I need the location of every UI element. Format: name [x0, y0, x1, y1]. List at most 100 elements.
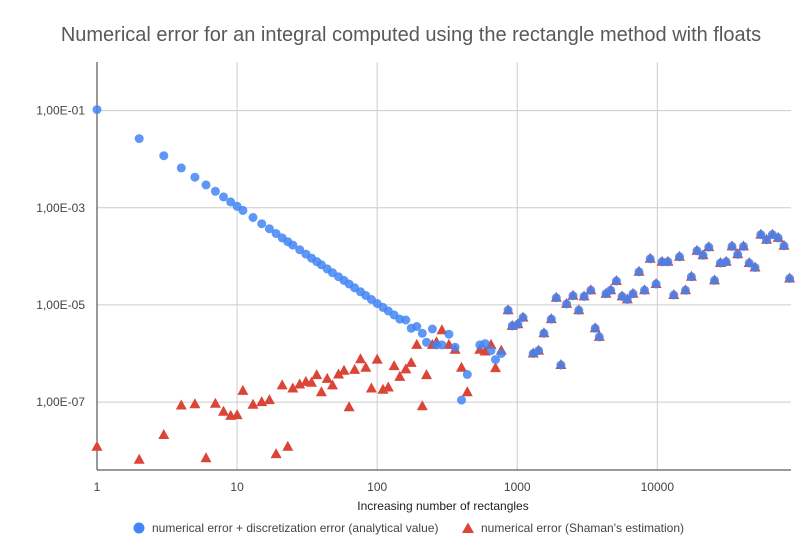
circle-point [513, 319, 523, 329]
grid-lines [97, 62, 791, 470]
circle-point [556, 360, 566, 370]
circle-point [417, 328, 427, 338]
chart-title: Numerical error for an integral computed… [61, 24, 761, 46]
triangle-point [209, 397, 221, 408]
triangle-point [247, 398, 259, 409]
circle-point [640, 285, 649, 295]
circle-point [422, 337, 431, 347]
triangle-point [400, 363, 412, 374]
circle-point [710, 275, 719, 285]
legend: numerical error + discretization error (… [133, 521, 684, 535]
circle-point [704, 242, 714, 252]
circle-point [176, 163, 186, 173]
axes [96, 62, 791, 471]
circle-point [503, 305, 513, 315]
triangle-point [321, 372, 333, 383]
x-axis-label: Increasing number of rectangles [357, 499, 528, 513]
circle-point [628, 289, 638, 299]
circle-point [92, 105, 102, 115]
y-tick-label: 1,00E-01 [36, 104, 85, 118]
circle-point [669, 290, 679, 300]
triangle-point [276, 379, 288, 390]
circle-point [486, 346, 496, 356]
triangle-point [360, 361, 372, 372]
triangle-point [355, 353, 366, 364]
triangle-point [158, 429, 170, 439]
circle-point [590, 323, 600, 333]
triangle-point [327, 379, 338, 390]
x-tick-label: 10 [230, 480, 244, 494]
circle-point [586, 285, 596, 295]
circle-point [727, 241, 737, 251]
circle-point [427, 324, 437, 334]
circle-point [412, 322, 422, 331]
circle-point [444, 329, 454, 339]
triangle-point [416, 400, 428, 411]
y-tick-label: 1,00E-05 [36, 298, 85, 312]
triangle-point [311, 369, 323, 380]
circle-point [579, 291, 589, 301]
circle-point [401, 315, 411, 325]
triangle-point [200, 452, 212, 463]
circle-point [219, 192, 228, 202]
triangle-point [338, 364, 350, 375]
triangle-point [349, 363, 361, 374]
circle-point [480, 339, 490, 349]
triangle-point [189, 398, 201, 409]
circle-point [750, 263, 760, 272]
triangle-point [175, 399, 187, 410]
triangle-point [456, 361, 467, 372]
circle-point [462, 370, 472, 379]
x-tick-label: 1 [94, 480, 101, 494]
y-tick-labels: 1,00E-07 1,00E-05 1,00E-03 1,00E-01 [36, 104, 85, 410]
y-tick-label: 1,00E-03 [36, 201, 85, 215]
circle-point [437, 340, 447, 350]
circle-point [686, 272, 696, 282]
circle-point [226, 197, 236, 207]
triangle-point [405, 356, 417, 367]
legend-label-analytical: numerical error + discretization error (… [152, 521, 438, 535]
circle-point [238, 205, 248, 215]
x-tick-label: 10000 [641, 480, 675, 494]
triangle-point [365, 382, 377, 393]
circle-point [739, 241, 748, 251]
circle-point [562, 299, 572, 309]
circle-point [663, 257, 673, 267]
circle-point [551, 293, 561, 303]
triangle-point [394, 370, 406, 381]
circle-point [539, 328, 549, 338]
triangle-point [270, 448, 282, 459]
circle-point [622, 294, 632, 304]
legend-circle-marker [133, 522, 145, 534]
circle-point [785, 274, 795, 283]
circle-point [645, 254, 655, 264]
series-analytical-value [92, 105, 795, 405]
triangle-point [263, 394, 275, 405]
legend-triangle-marker [462, 522, 474, 533]
circle-point [594, 332, 604, 342]
triangle-point [287, 382, 299, 393]
triangle-point [306, 376, 317, 387]
circle-point [651, 279, 661, 289]
triangle-point [411, 338, 423, 349]
circle-point [773, 233, 783, 243]
circle-point [248, 213, 258, 222]
circle-point [159, 151, 169, 161]
circle-point [762, 235, 772, 245]
circle-point [201, 180, 211, 190]
x-tick-label: 100 [367, 480, 387, 494]
triangle-point [382, 381, 394, 392]
y-tick-label: 1,00E-07 [36, 395, 85, 409]
triangle-point [490, 362, 501, 373]
triangle-point [388, 360, 400, 371]
circle-point [264, 224, 274, 234]
circle-point [457, 395, 466, 405]
legend-label-shaman: numerical error (Shaman's estimation) [481, 521, 684, 535]
x-tick-labels: 1 10 100 1000 10000 [94, 480, 675, 494]
circle-point [534, 346, 544, 356]
circle-point [210, 186, 220, 196]
triangle-point [133, 453, 145, 464]
triangle-point [218, 405, 229, 416]
triangle-point [237, 384, 249, 395]
